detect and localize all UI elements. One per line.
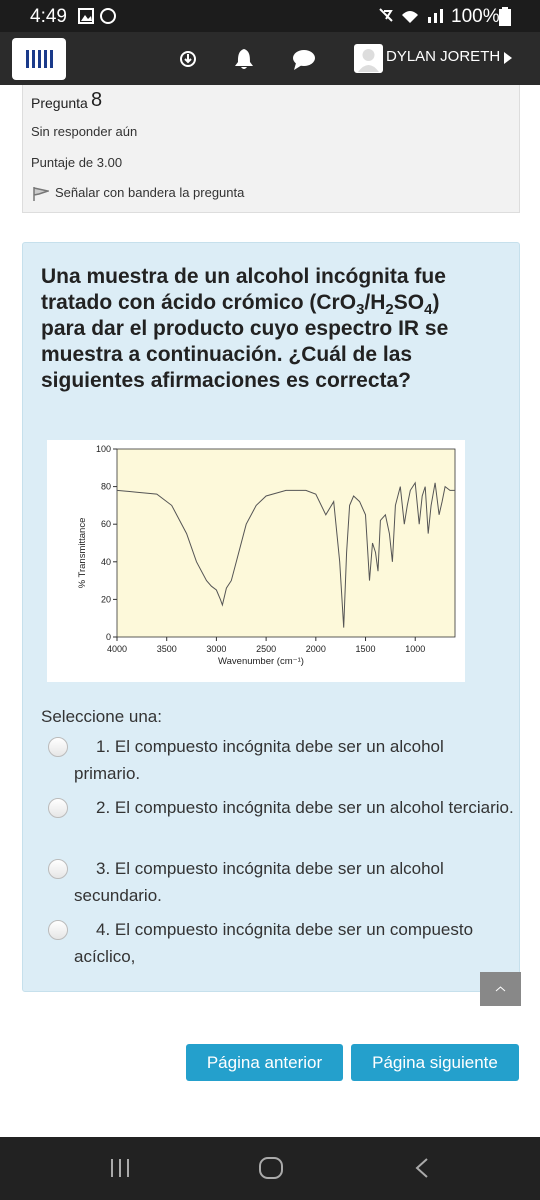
x-tick-label: 4000 <box>107 644 127 654</box>
y-tick-label: 0 <box>106 632 111 642</box>
y-tick-label: 20 <box>101 594 111 604</box>
messages-icon[interactable] <box>292 49 316 71</box>
option-text: 2. El compuesto incógnita debe ser un al… <box>96 798 514 817</box>
x-tick-label: 3500 <box>157 644 177 654</box>
radio[interactable] <box>48 737 68 757</box>
ir-spectrum: 0 20 40 60 80 100 4000 3500 3000 2500 2000 1500 1000… <box>47 440 465 682</box>
question-segment: /H <box>364 291 386 314</box>
x-tick-label: 3000 <box>206 644 226 654</box>
battery-text: 100% <box>451 6 500 27</box>
y-tick-label: 80 <box>101 482 111 492</box>
home-button[interactable] <box>258 1156 284 1180</box>
flag-link[interactable]: Señalar con bandera la pregunta <box>55 185 245 200</box>
plot-area <box>116 448 456 638</box>
question-state: Sin responder aún <box>31 124 138 139</box>
notification-icons <box>78 8 116 24</box>
recents-button[interactable] <box>108 1157 132 1179</box>
subscript: 3 <box>356 301 365 319</box>
y-tick-label: 60 <box>101 519 111 529</box>
x-tick-label: 1500 <box>356 644 376 654</box>
user-caret[interactable] <box>504 52 512 64</box>
system-icons <box>379 8 443 23</box>
y-tick-label: 100 <box>96 444 111 454</box>
subscript: 2 <box>385 301 394 319</box>
question-segment: SO <box>393 291 425 314</box>
android-nav <box>0 1137 540 1200</box>
option[interactable]: 3. El compuesto incógnita debe ser un al… <box>46 855 514 909</box>
x-tick-label: 2000 <box>306 644 326 654</box>
y-tick-label: 40 <box>101 557 111 567</box>
battery-icon <box>499 7 511 26</box>
nav-bar: DYLAN JORETH <box>0 32 540 85</box>
question-score: Puntaje de 3.00 <box>31 155 123 170</box>
question-info: Pregunta 8 Sin responder aún Puntaje de … <box>22 85 520 213</box>
spectrum-line <box>116 481 455 628</box>
option-text: 1. El compuesto incógnita debe ser un al… <box>74 737 444 783</box>
prev-button[interactable]: Página anterior <box>186 1044 343 1081</box>
x-tick-label: 1000 <box>405 644 425 654</box>
option[interactable]: 1. El compuesto incógnita debe ser un al… <box>46 733 514 787</box>
question-label: Pregunta <box>31 95 88 111</box>
subscript: 4 <box>424 301 433 319</box>
flag-icon[interactable] <box>33 187 49 201</box>
notifications-icon[interactable] <box>233 47 255 71</box>
menu-button[interactable] <box>12 38 66 80</box>
question-text: Una muestra de un alcohol incógnita fue … <box>41 264 481 394</box>
option-text: 4. El compuesto incógnita debe ser un co… <box>74 920 474 966</box>
radio[interactable] <box>48 798 68 818</box>
option[interactable]: 4. El compuesto incógnita debe ser un co… <box>46 916 514 970</box>
user-name[interactable]: DYLAN JORETH <box>386 48 501 65</box>
avatar[interactable] <box>354 44 383 73</box>
x-tick-label: 2500 <box>256 644 276 654</box>
radio[interactable] <box>48 859 68 879</box>
time: 4:49 <box>30 6 67 27</box>
prompt: Seleccione una: <box>41 707 162 726</box>
radio[interactable] <box>48 920 68 940</box>
back-button[interactable] <box>414 1157 430 1179</box>
nav-icon[interactable] <box>178 49 198 69</box>
scroll-top-button[interactable] <box>480 972 521 1006</box>
option[interactable]: 2. El compuesto incógnita debe ser un al… <box>46 794 514 821</box>
y-axis-label: % Transmittance <box>77 518 88 589</box>
question-segment: Una muestra de un alcohol incógnita fue … <box>41 265 446 314</box>
status-bar: 4:49 100% <box>0 0 540 32</box>
question-segment: ) para dar el producto cuyo espectro IR … <box>41 291 449 392</box>
option-text: 3. El compuesto incógnita debe ser un al… <box>74 859 444 905</box>
next-button[interactable]: Página siguiente <box>351 1044 519 1081</box>
x-axis-label: Wavenumber (cm⁻¹) <box>218 656 304 667</box>
question-number: 8 <box>91 89 103 111</box>
